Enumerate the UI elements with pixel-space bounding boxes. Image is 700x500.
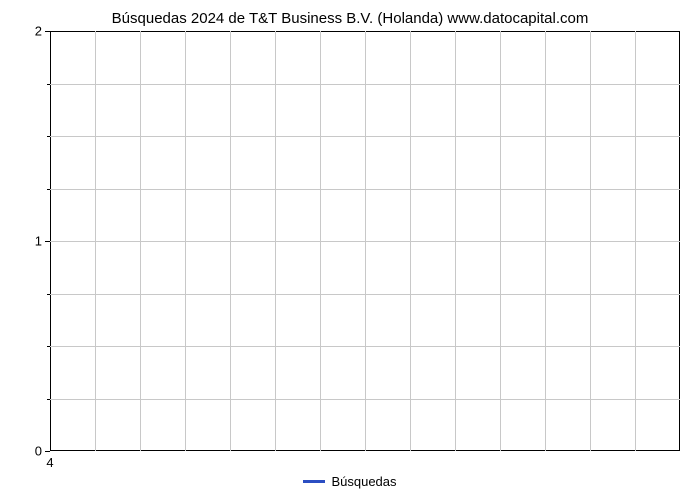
gridline-v <box>545 31 546 451</box>
plot-area: 0124 <box>50 31 680 451</box>
gridline-v <box>410 31 411 451</box>
gridline-v <box>185 31 186 451</box>
chart-title: Búsquedas 2024 de T&T Business B.V. (Hol… <box>10 10 690 27</box>
y-minor-tick-mark <box>47 136 50 137</box>
gridline-v <box>275 31 276 451</box>
legend: Búsquedas <box>10 473 690 489</box>
gridline-v <box>455 31 456 451</box>
gridline-v <box>590 31 591 451</box>
gridline-v <box>95 31 96 451</box>
legend-swatch <box>303 480 325 483</box>
x-tick-label: 4 <box>46 451 53 470</box>
y-minor-tick-mark <box>47 399 50 400</box>
gridline-v <box>320 31 321 451</box>
y-minor-tick-mark <box>47 294 50 295</box>
y-minor-tick-mark <box>47 84 50 85</box>
y-minor-tick-mark <box>47 346 50 347</box>
gridline-v <box>500 31 501 451</box>
gridline-v <box>140 31 141 451</box>
gridline-v <box>635 31 636 451</box>
y-tick-label: 2 <box>35 24 50 39</box>
y-minor-tick-mark <box>47 189 50 190</box>
gridline-v <box>365 31 366 451</box>
y-tick-label: 1 <box>35 234 50 249</box>
gridline-v <box>230 31 231 451</box>
chart-container: Búsquedas 2024 de T&T Business B.V. (Hol… <box>10 10 690 490</box>
legend-label: Búsquedas <box>331 474 396 489</box>
